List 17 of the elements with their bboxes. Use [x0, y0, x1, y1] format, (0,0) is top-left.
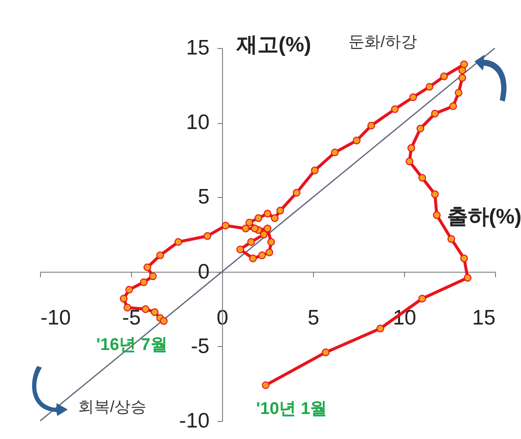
x-axis-title: 출하(%)	[446, 205, 521, 228]
y-tick-label: 10	[186, 111, 210, 134]
x-tick-label: 0	[216, 306, 228, 330]
y-tick-label: -10	[179, 410, 210, 432]
annotation: 둔화/하강	[348, 34, 417, 51]
y-tick-label: 0	[198, 260, 210, 284]
y-tick-label: 5	[198, 186, 210, 209]
x-tick-label: -10	[40, 306, 71, 330]
y-axis-title: 재고(%)	[236, 34, 312, 56]
y-tick-label: 15	[186, 36, 210, 60]
annotation: 회복/상승	[78, 399, 146, 416]
x-tick-label: 5	[308, 306, 320, 330]
x-tick-label: 15	[472, 306, 496, 330]
annotation: '16년 7월	[96, 335, 168, 354]
x-tick-label: -5	[122, 306, 141, 330]
y-tick-label: -5	[190, 334, 210, 358]
annotation: '10년 1월	[256, 399, 328, 418]
